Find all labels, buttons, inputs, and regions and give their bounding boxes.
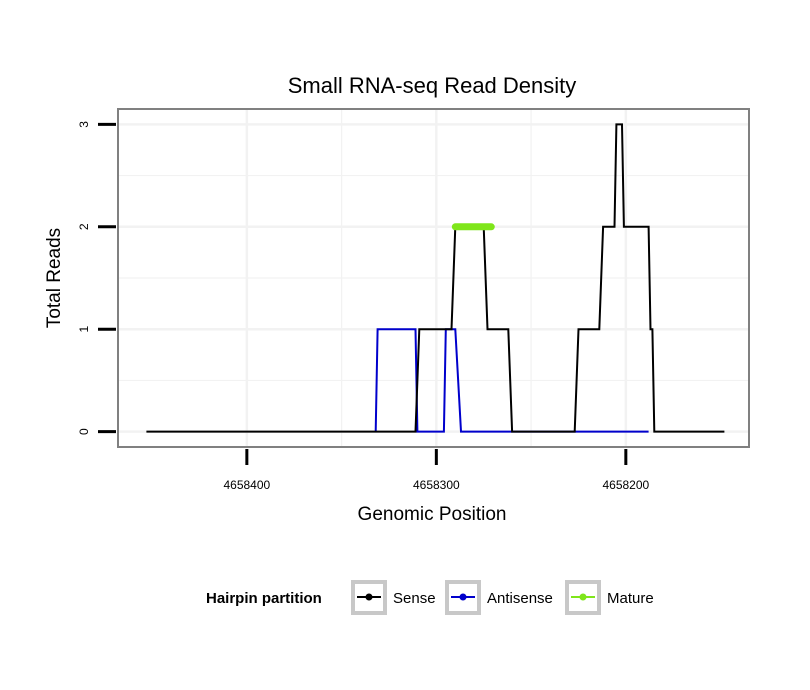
legend-key-point-antisense (459, 593, 467, 601)
y-tick-label: 1 (77, 326, 91, 333)
legend-title: Hairpin partition (206, 590, 322, 607)
x-tick-label: 4658200 (602, 478, 649, 492)
x-tick-label: 4658300 (413, 478, 460, 492)
x-axis-label: Genomic Position (358, 504, 507, 525)
y-axis-label: Total Reads (44, 228, 65, 328)
y-axis: 0 1 2 3 (77, 121, 116, 435)
x-axis: 4658400 4658300 4658200 (223, 449, 650, 492)
series-line-sense (146, 123, 725, 433)
chart-title: Small RNA-seq Read Density (288, 73, 577, 98)
legend: Hairpin partition Sense Antisense Mature (206, 580, 654, 615)
legend-key-point-mature (579, 593, 587, 601)
y-tick-label: 3 (77, 121, 91, 128)
legend-label-antisense: Antisense (487, 590, 553, 607)
y-tick-label: 0 (77, 428, 91, 435)
legend-key-point-sense (365, 593, 373, 601)
plot-panel-border (117, 108, 750, 448)
legend-label-mature: Mature (607, 590, 654, 607)
series-layer (146, 123, 725, 433)
legend-label-sense: Sense (393, 590, 436, 607)
x-tick-label: 4658400 (223, 478, 270, 492)
y-tick-label: 2 (77, 223, 91, 230)
